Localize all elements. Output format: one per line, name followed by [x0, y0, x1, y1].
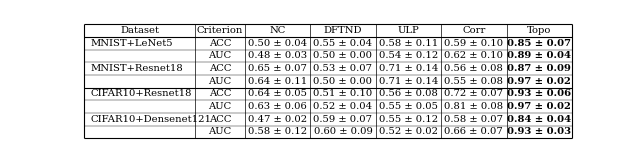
Text: 0.55 ± 0.08: 0.55 ± 0.08: [444, 77, 504, 86]
Text: 0.71 ± 0.14: 0.71 ± 0.14: [379, 64, 438, 73]
Text: 0.87 ± 0.09: 0.87 ± 0.09: [508, 64, 572, 73]
Text: Topo: Topo: [527, 26, 552, 35]
Text: 0.50 ± 0.00: 0.50 ± 0.00: [314, 77, 372, 86]
Text: MNIST+Resnet18: MNIST+Resnet18: [91, 64, 184, 73]
Text: 0.89 ± 0.04: 0.89 ± 0.04: [508, 52, 572, 61]
Text: 0.58 ± 0.07: 0.58 ± 0.07: [444, 115, 504, 124]
Text: 0.97 ± 0.02: 0.97 ± 0.02: [508, 77, 572, 86]
Text: 0.84 ± 0.04: 0.84 ± 0.04: [508, 115, 572, 124]
Text: ACC: ACC: [209, 90, 231, 99]
Text: 0.71 ± 0.14: 0.71 ± 0.14: [379, 77, 438, 86]
Text: ACC: ACC: [209, 39, 231, 48]
Text: 0.50 ± 0.04: 0.50 ± 0.04: [248, 39, 307, 48]
Text: 0.66 ± 0.07: 0.66 ± 0.07: [445, 128, 503, 137]
Text: AUC: AUC: [208, 77, 232, 86]
Text: CIFAR10+Resnet18: CIFAR10+Resnet18: [91, 90, 192, 99]
Text: 0.55 ± 0.12: 0.55 ± 0.12: [379, 115, 438, 124]
Text: 0.93 ± 0.06: 0.93 ± 0.06: [508, 90, 572, 99]
Text: 0.97 ± 0.02: 0.97 ± 0.02: [508, 102, 572, 111]
Text: 0.54 ± 0.12: 0.54 ± 0.12: [379, 52, 438, 61]
Text: MNIST+LeNet5: MNIST+LeNet5: [91, 39, 173, 48]
Text: 0.47 ± 0.02: 0.47 ± 0.02: [248, 115, 307, 124]
Text: 0.81 ± 0.08: 0.81 ± 0.08: [444, 102, 504, 111]
Text: 0.53 ± 0.07: 0.53 ± 0.07: [314, 64, 372, 73]
Text: 0.64 ± 0.05: 0.64 ± 0.05: [248, 90, 307, 99]
Text: 0.60 ± 0.09: 0.60 ± 0.09: [314, 128, 372, 137]
Text: 0.50 ± 0.00: 0.50 ± 0.00: [314, 52, 372, 61]
Text: NC: NC: [269, 26, 285, 35]
Text: 0.56 ± 0.08: 0.56 ± 0.08: [379, 90, 438, 99]
Text: 0.55 ± 0.05: 0.55 ± 0.05: [379, 102, 438, 111]
Text: 0.58 ± 0.11: 0.58 ± 0.11: [379, 39, 438, 48]
Text: Dataset: Dataset: [120, 26, 159, 35]
Text: 0.72 ± 0.07: 0.72 ± 0.07: [444, 90, 504, 99]
Text: 0.52 ± 0.02: 0.52 ± 0.02: [379, 128, 438, 137]
Text: 0.52 ± 0.04: 0.52 ± 0.04: [314, 102, 372, 111]
Text: Criterion: Criterion: [196, 26, 243, 35]
Text: 0.59 ± 0.10: 0.59 ± 0.10: [444, 39, 504, 48]
Text: 0.63 ± 0.06: 0.63 ± 0.06: [248, 102, 307, 111]
Text: AUC: AUC: [208, 128, 232, 137]
Text: 0.62 ± 0.10: 0.62 ± 0.10: [444, 52, 504, 61]
Text: ACC: ACC: [209, 64, 231, 73]
Text: Corr: Corr: [462, 26, 486, 35]
Text: ACC: ACC: [209, 115, 231, 124]
Text: 0.64 ± 0.11: 0.64 ± 0.11: [248, 77, 307, 86]
Text: 0.85 ± 0.07: 0.85 ± 0.07: [508, 39, 572, 48]
Text: CIFAR10+Densenet121: CIFAR10+Densenet121: [91, 115, 212, 124]
Text: AUC: AUC: [208, 102, 232, 111]
Text: 0.65 ± 0.07: 0.65 ± 0.07: [248, 64, 307, 73]
Text: 0.58 ± 0.12: 0.58 ± 0.12: [248, 128, 307, 137]
Text: ULP: ULP: [397, 26, 419, 35]
Text: AUC: AUC: [208, 52, 232, 61]
Text: 0.48 ± 0.03: 0.48 ± 0.03: [248, 52, 307, 61]
Text: DFTND: DFTND: [324, 26, 362, 35]
Text: 0.93 ± 0.03: 0.93 ± 0.03: [508, 128, 572, 137]
Text: 0.56 ± 0.08: 0.56 ± 0.08: [444, 64, 503, 73]
Text: 0.51 ± 0.10: 0.51 ± 0.10: [314, 90, 372, 99]
Text: 0.55 ± 0.04: 0.55 ± 0.04: [314, 39, 372, 48]
Text: 0.59 ± 0.07: 0.59 ± 0.07: [314, 115, 372, 124]
